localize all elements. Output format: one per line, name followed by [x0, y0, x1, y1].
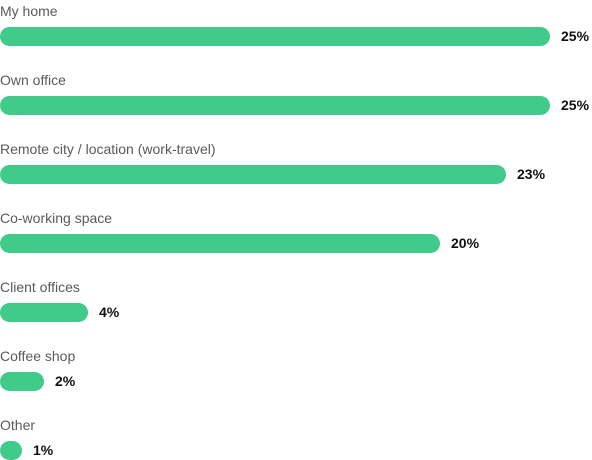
value-label: 4%: [99, 304, 120, 320]
bar: [0, 165, 506, 184]
bar: [0, 441, 22, 460]
value-label: 25%: [561, 28, 590, 44]
bar: [0, 27, 550, 46]
bar: [0, 234, 440, 253]
category-label: Remote city / location (work-travel): [0, 141, 216, 157]
bar: [0, 96, 550, 115]
value-label: 2%: [55, 373, 76, 389]
bar: [0, 372, 44, 391]
value-label: 1%: [33, 442, 54, 458]
category-label: Other: [0, 417, 36, 433]
value-label: 23%: [517, 166, 546, 182]
value-label: 25%: [561, 97, 590, 113]
category-label: Own office: [0, 72, 66, 88]
category-label: Coffee shop: [0, 348, 76, 364]
category-label: Client offices: [0, 279, 80, 295]
category-label: My home: [0, 3, 58, 19]
category-label: Co-working space: [0, 210, 113, 226]
bar: [0, 303, 88, 322]
value-label: 20%: [451, 235, 480, 251]
